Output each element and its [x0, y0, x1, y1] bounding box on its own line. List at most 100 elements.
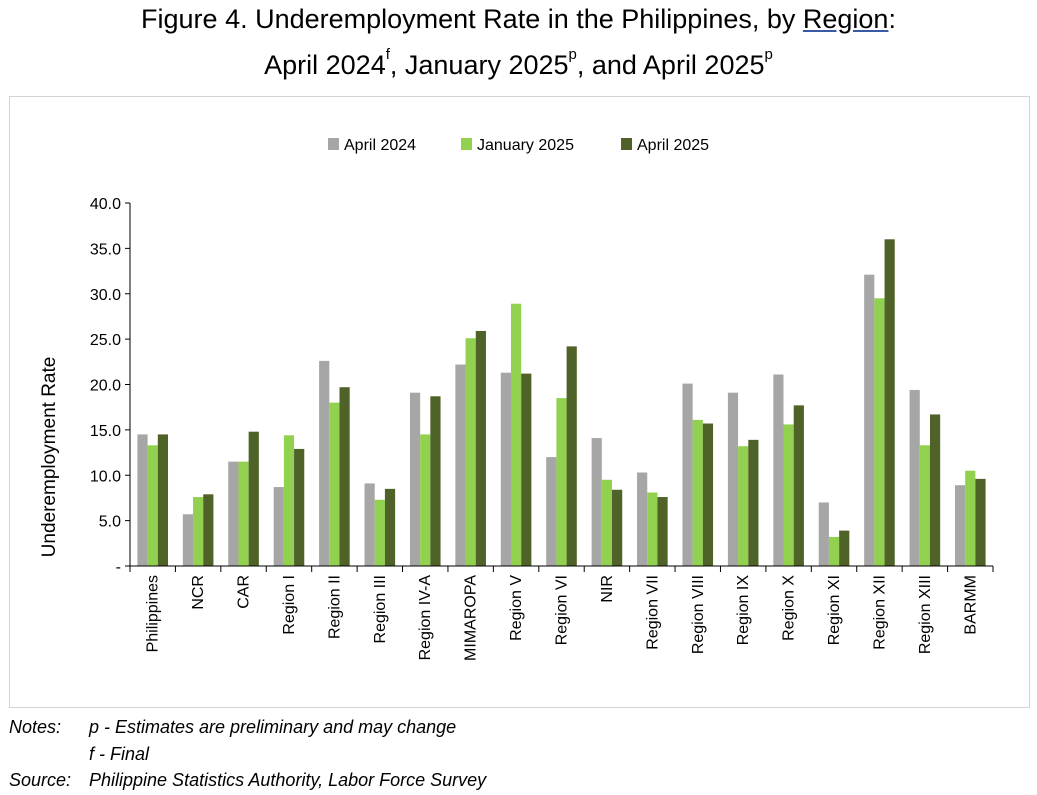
bar-ncr-s2 — [193, 497, 204, 566]
bar-region-iii-s3 — [384, 488, 396, 566]
x-category-label: Philippines — [145, 575, 162, 652]
bar-region-xi-s1 — [818, 502, 829, 566]
bar-region-vi-s3 — [566, 346, 577, 566]
bar-region-xiii-s3 — [929, 414, 941, 566]
y-tick-label: 15.0 — [90, 423, 121, 440]
bar-philippines-s3 — [157, 434, 169, 566]
y-tick-label: - — [116, 559, 121, 576]
x-category-label: Region II — [326, 575, 343, 639]
x-category-label: Region XIII — [917, 575, 934, 654]
bar-mimaropa-s1 — [455, 364, 466, 566]
notes-label: Notes: — [9, 717, 62, 737]
x-category-label: Region IV-A — [417, 575, 434, 661]
bar-region-xiii-s1 — [909, 389, 920, 566]
notes-line2: f - Final — [9, 744, 149, 765]
notes-preliminary: p - Estimates are preliminary and may ch… — [89, 717, 457, 737]
x-category-label: BARMM — [962, 575, 979, 635]
bar-region-ii-s3 — [339, 387, 350, 566]
chart-title-line2: April 2024f, January 2025p, and April 20… — [0, 46, 1037, 81]
bar-region-ii-s2 — [329, 402, 340, 566]
bar-region-i-s2 — [283, 435, 295, 566]
y-tick-label: 10.0 — [90, 468, 121, 485]
legend-swatch-1 — [328, 138, 339, 150]
x-category-label: Region III — [372, 575, 389, 643]
x-category-label: Region VIII — [690, 575, 707, 654]
bar-region-xi-s2 — [828, 536, 840, 566]
title-region-link[interactable]: Region — [802, 4, 889, 34]
x-category-label: CAR — [236, 575, 253, 609]
legend-label-2: January 2025 — [477, 137, 574, 154]
x-category-label: NCR — [190, 575, 207, 610]
title-period-1: April 2024 — [264, 50, 386, 80]
bar-region-i-s1 — [273, 487, 284, 566]
y-tick-label: 35.0 — [90, 241, 121, 258]
source-text: Philippine Statistics Authority, Labor F… — [89, 770, 487, 790]
bar-region-iii-s1 — [364, 483, 375, 566]
x-category-label: Region X — [781, 575, 798, 641]
bar-car-s2 — [238, 461, 249, 566]
bar-barmm-s1 — [954, 485, 966, 566]
bar-region-xii-s3 — [884, 239, 895, 567]
bar-region-x-s3 — [793, 405, 804, 566]
bar-region-viii-s2 — [692, 419, 703, 566]
bar-region-xiii-s2 — [919, 445, 930, 566]
x-category-label: Region IX — [735, 575, 752, 646]
x-category-label: Region V — [508, 575, 525, 641]
bar-region-iv-a-s1 — [409, 392, 421, 566]
y-tick-label: 30.0 — [90, 287, 121, 304]
bar-region-xii-s1 — [864, 274, 875, 566]
bar-region-viii-s1 — [682, 383, 693, 566]
bar-region-iii-s2 — [374, 499, 385, 566]
bar-nir-s3 — [612, 489, 623, 566]
y-axis-title: Underemployment Rate — [39, 357, 60, 558]
chart-frame — [9, 96, 1030, 708]
x-category-label: Region I — [281, 575, 298, 635]
bar-region-ix-s3 — [748, 439, 759, 566]
bar-car-s1 — [228, 461, 239, 566]
bar-car-s3 — [248, 431, 259, 566]
bar-nir-s1 — [591, 438, 602, 566]
bar-philippines-s2 — [147, 445, 158, 566]
legend-swatch-3 — [621, 138, 632, 150]
source-label: Source: — [9, 770, 72, 790]
y-tick-label: 40.0 — [90, 196, 121, 213]
notes-line1: Notes: p - Estimates are preliminary and … — [9, 717, 456, 738]
bar-region-xi-s3 — [839, 530, 850, 566]
legend-label-1: April 2024 — [344, 137, 416, 154]
title-suffix: : — [888, 4, 896, 34]
legend-swatch-2 — [461, 138, 472, 150]
bar-region-vi-s1 — [546, 457, 557, 566]
bar-region-xii-s2 — [874, 298, 885, 566]
bar-region-vii-s3 — [657, 497, 668, 566]
bar-barmm-s2 — [965, 470, 976, 566]
bar-region-ii-s1 — [319, 360, 330, 566]
title-period-2: , January 2025 — [389, 50, 569, 80]
title-period-3: , and April 2025 — [576, 50, 765, 80]
bar-region-x-s1 — [773, 374, 784, 566]
bar-mimaropa-s2 — [465, 338, 476, 566]
bar-ncr-s3 — [203, 494, 214, 566]
bar-region-i-s3 — [294, 448, 305, 566]
bar-region-v-s3 — [521, 373, 532, 566]
notes-final: f - Final — [89, 744, 150, 764]
title-period-2-sup: p — [568, 46, 577, 63]
bar-region-vi-s2 — [556, 398, 567, 566]
legend-label-3: April 2025 — [637, 137, 709, 154]
chart-title-line1: Figure 4. Underemployment Rate in the Ph… — [0, 4, 1037, 35]
bar-region-x-s2 — [783, 424, 794, 566]
title-period-1-sup: f — [385, 46, 390, 63]
bar-region-v-s1 — [500, 372, 511, 566]
title-prefix: Figure 4. Underemployment Rate in the Ph… — [141, 4, 803, 34]
y-tick-label: 25.0 — [90, 332, 121, 349]
bar-region-ix-s1 — [727, 392, 739, 566]
bar-philippines-s1 — [137, 434, 148, 566]
y-tick-label: 20.0 — [90, 378, 121, 395]
bar-region-vii-s2 — [647, 492, 658, 566]
bar-region-vii-s1 — [637, 472, 648, 566]
y-tick-label: 5.0 — [99, 514, 121, 531]
source-line: Source: Philippine Statistics Authority, … — [9, 770, 486, 791]
bar-region-iv-a-s2 — [420, 434, 431, 566]
bar-nir-s2 — [601, 479, 613, 566]
bar-region-ix-s2 — [738, 446, 749, 566]
